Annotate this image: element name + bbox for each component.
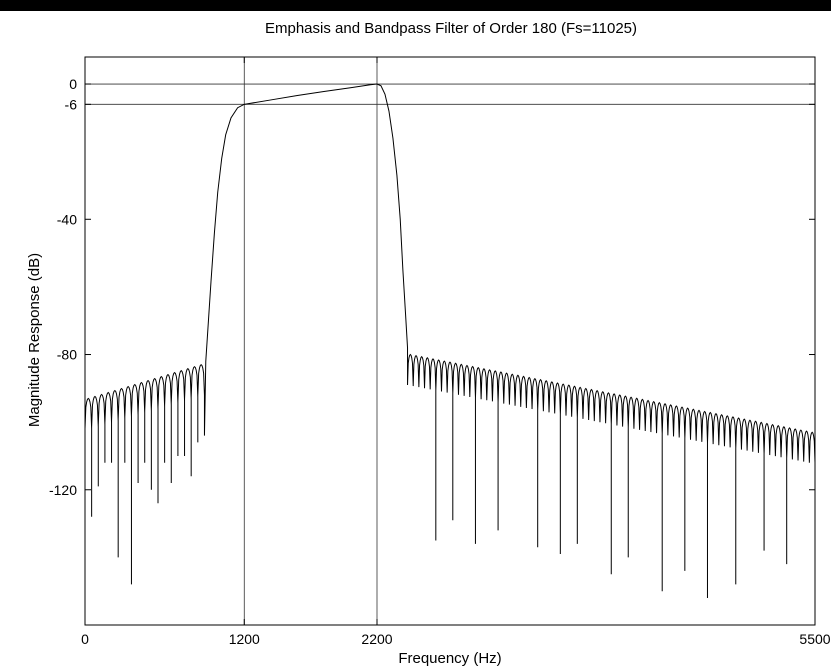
top-border-bar bbox=[0, 0, 831, 11]
x-tick-label: 1200 bbox=[229, 631, 260, 647]
y-tick-label: -120 bbox=[49, 482, 77, 498]
x-tick-label: 0 bbox=[81, 631, 89, 647]
chart-title: Emphasis and Bandpass Filter of Order 18… bbox=[265, 20, 637, 37]
x-axis-label: Frequency (Hz) bbox=[398, 650, 501, 667]
x-tick-label: 5500 bbox=[799, 631, 830, 647]
y-tick-label: -80 bbox=[57, 347, 77, 363]
y-axis-ticks: 0 -6 -40 -80 -120 bbox=[49, 76, 815, 498]
y-tick-label: -6 bbox=[65, 96, 78, 112]
reference-lines bbox=[85, 57, 815, 625]
plot-frame bbox=[84, 56, 816, 626]
x-tick-label: 2200 bbox=[361, 631, 392, 647]
magnitude-response-line bbox=[85, 83, 815, 598]
x-axis-ticks: 0 1200 2200 5500 bbox=[81, 57, 831, 647]
y-tick-label: 0 bbox=[69, 76, 77, 92]
y-tick-label: -40 bbox=[57, 211, 77, 227]
y-axis-label: Magnitude Response (dB) bbox=[26, 253, 43, 427]
